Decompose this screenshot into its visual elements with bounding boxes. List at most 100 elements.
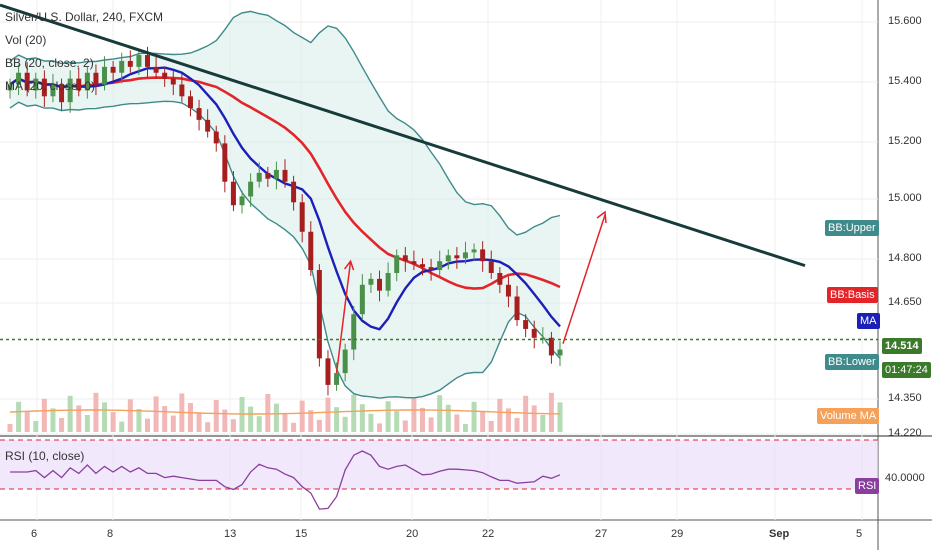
- legend-volume: Vol (20): [5, 33, 47, 47]
- volume-bar: [540, 415, 546, 432]
- candle-body: [213, 131, 219, 144]
- candle-body: [84, 72, 90, 91]
- bollinger-band-fill: [10, 11, 560, 399]
- candle-body: [265, 172, 271, 179]
- price-tick-label: 15.400: [888, 75, 922, 87]
- volume-bars: [7, 392, 563, 432]
- volume-bar: [471, 401, 477, 432]
- price-tick-label: 14.350: [888, 392, 922, 404]
- price-tick-label: 15.600: [888, 15, 922, 27]
- volume-bar: [531, 405, 537, 432]
- volume-bar: [265, 394, 271, 432]
- candle-body: [548, 337, 554, 356]
- candle-body: [437, 261, 443, 271]
- candle-body: [462, 252, 468, 259]
- bollinger-upper-line: [9, 10, 561, 236]
- volume-bar: [256, 416, 262, 432]
- candle-body: [179, 84, 185, 97]
- volume-bar: [359, 404, 365, 432]
- candle-body: [93, 72, 99, 85]
- volume-bar: [110, 412, 116, 432]
- volume-bar: [136, 409, 142, 432]
- candle-body: [248, 181, 254, 197]
- rsi-tick-label: 40.0000: [885, 472, 925, 484]
- candle-body: [342, 349, 348, 374]
- bollinger-lower-line: [9, 100, 561, 399]
- candle-body: [102, 66, 108, 85]
- candle-body: [505, 284, 511, 297]
- volume-bar: [342, 416, 348, 432]
- volume-bar: [462, 424, 468, 432]
- candle-body: [316, 270, 322, 359]
- chart-title: Silver/U.S. Dollar, 240, FXCM: [5, 10, 164, 24]
- volume-bar: [480, 411, 486, 432]
- volume-bar: [59, 418, 65, 432]
- volume-bar: [351, 394, 357, 432]
- volume-bar: [102, 402, 108, 432]
- candle-body: [282, 169, 288, 182]
- bollinger-band-area: [10, 11, 560, 399]
- price-tick-label: 15.000: [888, 192, 922, 204]
- volume-bar: [334, 407, 340, 432]
- tag-bb-lower: BB:Lower: [825, 354, 879, 370]
- trendline: [0, 3, 806, 268]
- volume-bar: [24, 411, 30, 432]
- candle-body: [230, 181, 236, 206]
- volume-bar: [145, 418, 150, 432]
- volume-bar: [316, 419, 322, 432]
- volume-bar: [325, 397, 331, 432]
- time-tick-label: 27: [595, 528, 608, 540]
- candle-body: [308, 231, 314, 271]
- time-tick-label: 22: [482, 528, 495, 540]
- volume-bar: [273, 403, 279, 432]
- candle-body: [76, 78, 82, 91]
- candle-body: [428, 267, 434, 271]
- candle-body: [145, 55, 150, 67]
- rebound-arrow-head: [343, 259, 355, 271]
- time-tick-label: 6: [31, 528, 38, 540]
- candle-body: [540, 337, 546, 340]
- volume-bar: [33, 421, 39, 432]
- volume-bar: [153, 396, 159, 432]
- candle-body: [420, 264, 425, 268]
- candle-body: [205, 119, 211, 132]
- projection-arrow-head: [596, 210, 607, 224]
- last-price-label: 14.514: [882, 338, 922, 354]
- legend-ma: MA (20, close, 0): [5, 79, 96, 93]
- time-tick-label: 5: [856, 528, 863, 540]
- candle-body: [325, 358, 331, 385]
- candle-body: [136, 55, 142, 67]
- tag-bb-basis: BB:Basis: [827, 287, 878, 303]
- price-tick-label: 14.800: [888, 252, 922, 264]
- price-tick-label: 14.650: [888, 296, 922, 308]
- volume-bar: [93, 392, 99, 432]
- candle-body: [33, 78, 39, 91]
- candle-body: [196, 108, 202, 120]
- candle-body: [557, 349, 563, 356]
- time-tick-label: 13: [224, 528, 237, 540]
- time-tick-label: 15: [295, 528, 308, 540]
- volume-bar: [505, 408, 511, 432]
- rsi-line: [10, 450, 561, 510]
- candle-body: [7, 84, 13, 91]
- volume-bar: [127, 399, 133, 432]
- volume-bar: [213, 400, 219, 432]
- volume-bar: [557, 402, 563, 432]
- volume-bar: [377, 423, 383, 432]
- time-tick-label: 20: [406, 528, 419, 540]
- volume-bar: [222, 409, 228, 432]
- volume-bar: [187, 403, 193, 432]
- candle-body: [239, 196, 245, 206]
- volume-bar: [41, 398, 47, 432]
- candlesticks: [7, 46, 563, 396]
- volume-bar: [162, 406, 168, 432]
- time-tick-label: 8: [107, 528, 114, 540]
- candle-body: [50, 84, 56, 97]
- time-tick-label: Sep: [769, 528, 790, 540]
- candle-body: [41, 78, 47, 97]
- volume-bar: [196, 412, 202, 432]
- volume-bar: [497, 398, 503, 432]
- volume-bar: [248, 406, 254, 432]
- candle-body: [127, 60, 133, 67]
